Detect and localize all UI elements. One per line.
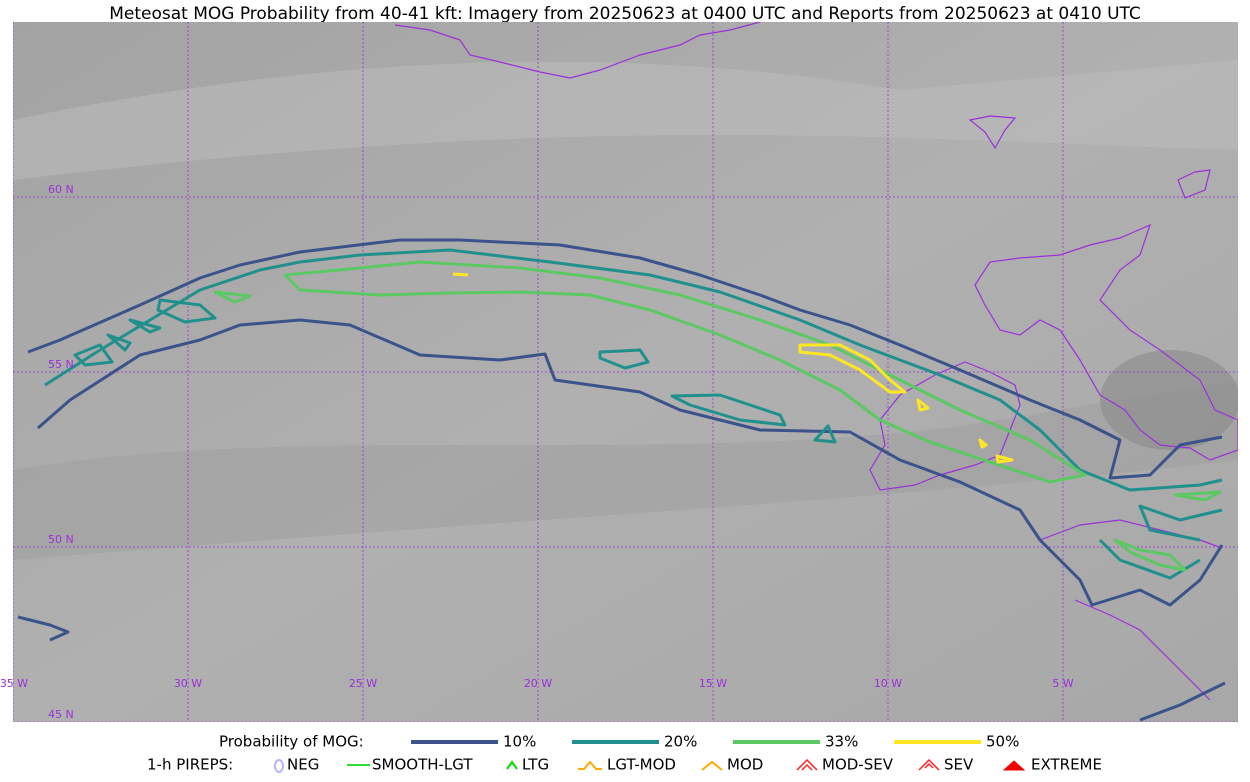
- coastline: [394, 22, 761, 79]
- legend-label: MOD-SEV: [822, 756, 894, 774]
- coastline: [974, 223, 1238, 461]
- cloud-band: [13, 60, 1238, 180]
- legend: Probability of MOG: 10% 20% 33% 50% 1-h PIREP…: [147, 733, 1102, 774]
- longitude-label: 35 W: [0, 677, 28, 690]
- longitude-label: 30 W: [174, 677, 202, 690]
- legend-title: Probability of MOG:: [219, 733, 364, 751]
- legend-label: 20%: [664, 733, 697, 751]
- legend-title: 1-h PIREPS:: [147, 756, 233, 774]
- legend-label: LTG: [522, 756, 549, 774]
- coastline: [1177, 169, 1211, 199]
- longitude-label: 25 W: [349, 677, 377, 690]
- legend-label: 50%: [986, 733, 1019, 751]
- contour-50: [452, 272, 1014, 464]
- coastline: [968, 115, 1017, 150]
- legend-label: 33%: [825, 733, 858, 751]
- longitude-label: 20 W: [524, 677, 552, 690]
- pirep-icon: [506, 760, 518, 770]
- contour-33: [213, 260, 1222, 572]
- graticule-labels: 60 N 55 N 50 N 45 N 35 W 30 W 25 W 20 W 15 W 10 W…: [0, 183, 1074, 721]
- latitude-label: 60 N: [48, 183, 74, 196]
- map: [13, 22, 1238, 722]
- legend-label: SMOOTH-LGT: [372, 756, 473, 774]
- cloud-band: [13, 380, 1238, 560]
- dark-area: [1100, 350, 1238, 450]
- longitude-label: 5 W: [1052, 677, 1073, 690]
- legend-label: LGT-MOD: [607, 756, 676, 774]
- legend-label: SEV: [944, 756, 974, 774]
- legend-label: MOD: [727, 756, 763, 774]
- contours: [17, 238, 1226, 722]
- coastline: [1039, 519, 1223, 701]
- coastline: [869, 361, 1021, 491]
- pirep-icon: [796, 758, 818, 771]
- contour-20: [44, 248, 1223, 580]
- legend-label: NEG: [287, 756, 319, 774]
- legend-label: EXTREME: [1031, 756, 1102, 774]
- pirep-icon: [918, 758, 940, 771]
- contour-10: [17, 238, 1226, 722]
- pirep-icon: [578, 760, 602, 770]
- title: Meteosat MOG Probability from 40-41 kft:…: [109, 4, 1141, 24]
- latitude-label: 45 N: [48, 708, 74, 721]
- latitude-label: 50 N: [48, 533, 74, 546]
- longitude-label: 15 W: [699, 677, 727, 690]
- pirep-icon: [701, 760, 723, 771]
- legend-label: 10%: [503, 733, 536, 751]
- pirep-icon: [274, 759, 284, 773]
- pirep-icon: [1002, 760, 1026, 771]
- coastlines: [394, 22, 1238, 701]
- graticule: [13, 22, 1238, 722]
- latitude-label: 55 N: [48, 358, 74, 371]
- longitude-label: 10 W: [874, 677, 902, 690]
